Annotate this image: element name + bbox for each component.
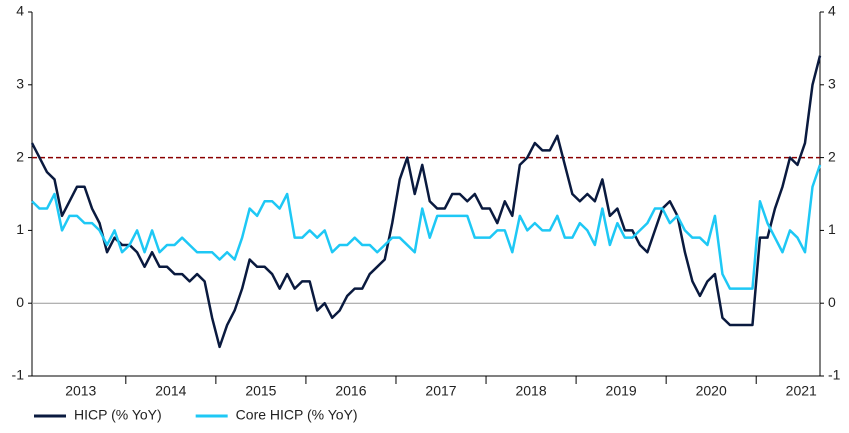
legend-label: Core HICP (% YoY)	[236, 407, 358, 423]
x-tick-label: 2015	[245, 383, 276, 399]
x-tick-label: 2020	[696, 383, 727, 399]
series-line	[30, 55, 822, 349]
x-tick-label: 2019	[606, 383, 637, 399]
y2-tick-label: 3	[828, 76, 836, 92]
y-tick-label: 3	[16, 76, 24, 92]
y2-tick-label: 0	[828, 294, 836, 310]
y-tick-label: 4	[16, 3, 24, 19]
series-line	[31, 164, 822, 290]
y-tick-label: 1	[16, 221, 24, 237]
y-tick-label: -1	[12, 367, 25, 383]
x-tick-label: 2013	[65, 383, 96, 399]
legend-label: HICP (% YoY)	[74, 407, 162, 423]
x-tick-label: 2018	[515, 383, 546, 399]
x-tick-label: 2017	[425, 383, 456, 399]
x-tick-label: 2016	[335, 383, 366, 399]
y2-tick-label: 2	[828, 148, 836, 164]
x-tick-label: 2021	[786, 383, 817, 399]
y2-tick-label: 1	[828, 221, 836, 237]
x-tick-label: 2014	[155, 383, 186, 399]
y2-tick-label: -1	[828, 367, 841, 383]
y-tick-label: 2	[16, 148, 24, 164]
y2-tick-label: 4	[828, 3, 836, 19]
y-tick-label: 0	[16, 294, 24, 310]
